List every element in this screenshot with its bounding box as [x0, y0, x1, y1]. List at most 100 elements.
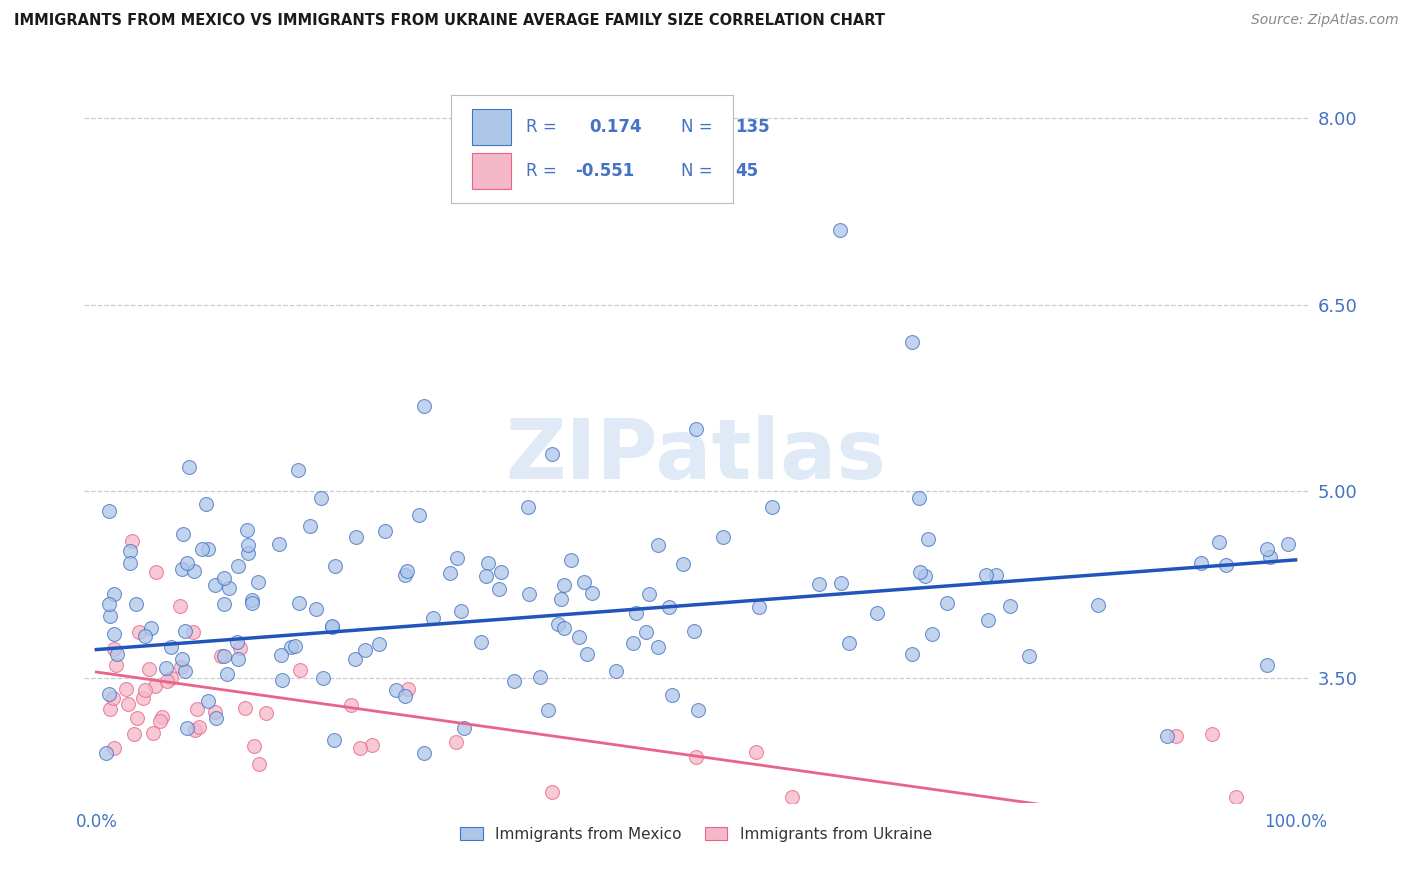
Point	[172, 562, 194, 576]
Point	[122, 726, 145, 740]
Point	[807, 577, 830, 591]
Point	[683, 624, 706, 638]
Point	[280, 640, 302, 655]
Point	[900, 647, 922, 661]
Text: Source: ZipAtlas.com: Source: ZipAtlas.com	[1251, 13, 1399, 28]
Point	[576, 647, 599, 661]
Point	[1000, 599, 1022, 614]
Point	[647, 640, 669, 654]
FancyBboxPatch shape	[472, 109, 512, 145]
Point	[299, 519, 322, 533]
Point	[638, 587, 661, 601]
Point	[661, 688, 683, 702]
Point	[284, 639, 307, 653]
Point	[780, 789, 803, 804]
Point	[271, 673, 294, 687]
Point	[977, 613, 1000, 627]
Point	[491, 565, 513, 579]
Point	[477, 557, 499, 571]
Point	[908, 491, 931, 505]
Point	[243, 739, 266, 753]
Point	[444, 735, 467, 749]
Point	[396, 682, 419, 697]
Point	[254, 706, 277, 720]
Point	[267, 536, 290, 550]
Text: -0.551: -0.551	[575, 161, 634, 179]
Point	[439, 566, 461, 581]
Legend: Immigrants from Mexico, Immigrants from Ukraine: Immigrants from Mexico, Immigrants from …	[453, 819, 939, 849]
Point	[188, 720, 211, 734]
Point	[374, 524, 396, 538]
Point	[212, 649, 235, 664]
Point	[550, 592, 572, 607]
Point	[309, 491, 332, 506]
Point	[560, 552, 582, 566]
Point	[121, 534, 143, 549]
Point	[191, 542, 214, 557]
Point	[179, 460, 201, 475]
Point	[98, 504, 121, 518]
Point	[647, 538, 669, 552]
Point	[142, 726, 165, 740]
Point	[974, 568, 997, 582]
Point	[236, 523, 259, 537]
Point	[547, 616, 569, 631]
Point	[568, 630, 591, 644]
Text: 135: 135	[735, 119, 769, 136]
Text: R =: R =	[526, 119, 557, 136]
Point	[503, 673, 526, 688]
Point	[1225, 789, 1247, 804]
Point	[170, 660, 193, 674]
Point	[921, 627, 943, 641]
Point	[711, 530, 734, 544]
Point	[212, 571, 235, 585]
Point	[553, 621, 575, 635]
Point	[242, 593, 264, 607]
Text: IMMIGRANTS FROM MEXICO VS IMMIGRANTS FROM UKRAINE AVERAGE FAMILY SIZE CORRELATIO: IMMIGRANTS FROM MEXICO VS IMMIGRANTS FRO…	[14, 13, 884, 29]
Point	[138, 662, 160, 676]
Point	[636, 625, 658, 640]
Point	[541, 447, 564, 461]
Point	[685, 422, 707, 436]
Point	[290, 663, 312, 677]
Point	[321, 620, 343, 634]
Point	[686, 703, 709, 717]
Point	[581, 586, 603, 600]
Point	[474, 568, 496, 582]
Point	[183, 565, 205, 579]
Point	[169, 599, 191, 613]
Point	[344, 652, 367, 666]
Point	[305, 601, 328, 615]
Point	[394, 567, 416, 582]
Point	[321, 619, 343, 633]
Point	[186, 702, 208, 716]
Point	[225, 635, 247, 649]
Point	[149, 714, 172, 728]
Point	[270, 648, 292, 662]
Point	[204, 578, 226, 592]
Point	[685, 750, 707, 764]
Point	[240, 596, 263, 610]
Point	[322, 733, 344, 747]
Point	[1256, 657, 1278, 672]
Point	[125, 598, 148, 612]
Point	[838, 636, 860, 650]
Point	[141, 621, 163, 635]
Point	[488, 582, 510, 597]
FancyBboxPatch shape	[451, 95, 733, 203]
Point	[1277, 537, 1299, 551]
Point	[176, 556, 198, 570]
Point	[204, 705, 226, 719]
Point	[830, 575, 852, 590]
Point	[761, 500, 783, 514]
Point	[470, 635, 492, 649]
Point	[323, 558, 346, 573]
Point	[287, 463, 309, 477]
Point	[553, 578, 575, 592]
Point	[115, 681, 138, 696]
Point	[422, 611, 444, 625]
FancyBboxPatch shape	[472, 153, 512, 189]
Point	[105, 647, 128, 661]
Point	[368, 637, 391, 651]
Point	[98, 598, 121, 612]
